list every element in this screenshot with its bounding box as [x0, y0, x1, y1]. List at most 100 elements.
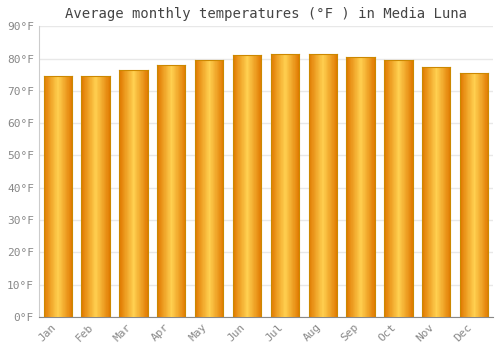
Bar [405, 60, 406, 317]
Bar [336, 54, 337, 317]
Bar [440, 66, 441, 317]
Bar [425, 66, 426, 317]
Bar [483, 73, 484, 317]
Bar [246, 55, 247, 317]
Bar [322, 54, 324, 317]
Bar [423, 66, 424, 317]
Bar [181, 65, 182, 317]
Bar [64, 76, 65, 317]
Bar [310, 54, 311, 317]
Bar [448, 66, 449, 317]
Bar [279, 54, 280, 317]
Bar [328, 54, 329, 317]
Bar [135, 70, 136, 317]
Bar [479, 73, 480, 317]
Bar [215, 60, 216, 317]
Bar [369, 57, 370, 317]
Bar [294, 54, 295, 317]
Bar [127, 70, 128, 317]
Bar [367, 57, 368, 317]
Bar [476, 73, 477, 317]
Bar [293, 54, 294, 317]
Bar [433, 66, 434, 317]
Bar [124, 70, 125, 317]
Bar [45, 76, 46, 317]
Bar [275, 54, 276, 317]
Bar [426, 66, 427, 317]
Bar [172, 65, 173, 317]
Bar [103, 76, 104, 317]
Bar [388, 60, 389, 317]
Bar [136, 70, 137, 317]
Bar [326, 54, 328, 317]
Bar [157, 65, 158, 317]
Bar [432, 66, 433, 317]
Bar [366, 57, 367, 317]
Bar [167, 65, 168, 317]
Bar [71, 76, 72, 317]
Bar [166, 65, 167, 317]
Bar [360, 57, 361, 317]
Bar [487, 73, 488, 317]
Bar [398, 60, 399, 317]
Bar [173, 65, 174, 317]
Bar [94, 76, 95, 317]
Bar [66, 76, 67, 317]
Bar [347, 57, 348, 317]
Bar [145, 70, 146, 317]
Bar [296, 54, 297, 317]
Bar [385, 60, 386, 317]
Bar [53, 76, 54, 317]
Bar [123, 70, 124, 317]
Bar [137, 70, 138, 317]
Bar [104, 76, 105, 317]
Bar [207, 60, 208, 317]
Bar [276, 54, 277, 317]
Bar [430, 66, 431, 317]
Bar [54, 76, 55, 317]
Bar [473, 73, 474, 317]
Bar [482, 73, 483, 317]
Bar [247, 55, 248, 317]
Bar [363, 57, 364, 317]
Bar [289, 54, 290, 317]
Bar [427, 66, 428, 317]
Bar [370, 57, 371, 317]
Bar [464, 73, 465, 317]
Bar [120, 70, 121, 317]
Bar [48, 76, 49, 317]
Bar [317, 54, 318, 317]
Bar [318, 54, 320, 317]
Bar [108, 76, 109, 317]
Bar [139, 70, 140, 317]
Bar [100, 76, 102, 317]
Bar [325, 54, 326, 317]
Bar [438, 66, 439, 317]
Title: Average monthly temperatures (°F ) in Media Luna: Average monthly temperatures (°F ) in Me… [65, 7, 467, 21]
Bar [240, 55, 241, 317]
Bar [284, 54, 285, 317]
Bar [314, 54, 315, 317]
Bar [61, 76, 62, 317]
Bar [164, 65, 165, 317]
Bar [159, 65, 160, 317]
Bar [199, 60, 200, 317]
Bar [334, 54, 335, 317]
Bar [250, 55, 251, 317]
Bar [443, 66, 444, 317]
Bar [465, 73, 466, 317]
Bar [357, 57, 358, 317]
Bar [460, 73, 461, 317]
Bar [387, 60, 388, 317]
Bar [316, 54, 317, 317]
Bar [222, 60, 223, 317]
Bar [125, 70, 126, 317]
Bar [252, 55, 253, 317]
Bar [374, 57, 375, 317]
Bar [468, 73, 469, 317]
Bar [395, 60, 396, 317]
Bar [392, 60, 394, 317]
Bar [350, 57, 351, 317]
Bar [365, 57, 366, 317]
Bar [233, 55, 234, 317]
